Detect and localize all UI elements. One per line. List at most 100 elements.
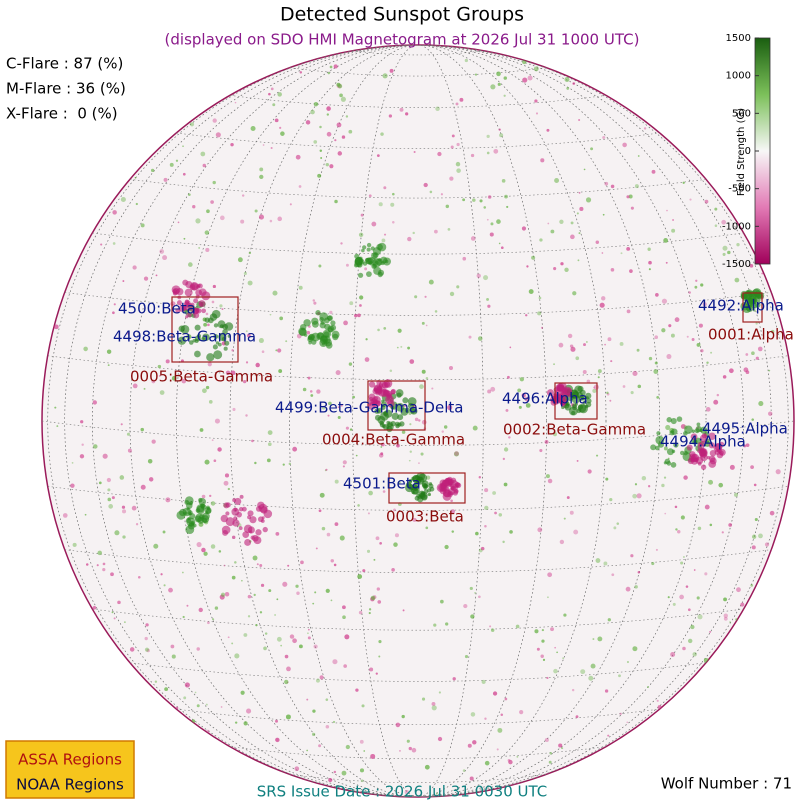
speckle bbox=[326, 532, 331, 537]
speckle bbox=[751, 545, 756, 550]
active-region-blob bbox=[330, 320, 336, 326]
speckle bbox=[691, 338, 695, 341]
speckle bbox=[275, 719, 278, 723]
active-region-blob bbox=[232, 519, 240, 527]
speckle bbox=[341, 404, 343, 407]
speckle bbox=[345, 115, 349, 118]
speckle bbox=[431, 705, 437, 711]
speckle bbox=[663, 476, 667, 479]
speckle bbox=[399, 107, 404, 112]
speckle bbox=[358, 610, 363, 615]
active-region-blob bbox=[694, 428, 700, 434]
speckle bbox=[610, 360, 613, 363]
assa-region-label: 0001:Alpha bbox=[708, 326, 794, 344]
speckle bbox=[307, 376, 311, 380]
speckle bbox=[526, 265, 529, 268]
active-region-blob bbox=[683, 431, 688, 436]
speckle bbox=[164, 687, 169, 692]
active-region-blob bbox=[247, 526, 255, 534]
active-region-blob bbox=[385, 395, 394, 405]
speckle bbox=[663, 238, 669, 243]
speckle bbox=[127, 448, 132, 453]
speckle bbox=[92, 605, 97, 610]
speckle bbox=[259, 564, 263, 568]
speckle bbox=[626, 246, 631, 251]
speckle bbox=[602, 136, 606, 140]
speckle bbox=[377, 328, 380, 332]
speckle bbox=[728, 368, 734, 374]
speckle bbox=[656, 396, 660, 399]
speckle bbox=[157, 364, 162, 369]
speckle bbox=[391, 568, 395, 572]
speckle bbox=[365, 338, 368, 341]
speckle bbox=[306, 330, 311, 335]
speckle bbox=[722, 245, 728, 251]
speckle bbox=[307, 632, 309, 635]
speckle bbox=[547, 572, 553, 578]
speckle bbox=[743, 444, 747, 448]
speckle bbox=[317, 173, 322, 178]
speckle bbox=[232, 407, 236, 411]
speckle bbox=[256, 563, 259, 566]
speckle bbox=[243, 721, 248, 726]
speckle bbox=[234, 653, 240, 659]
active-region-blob bbox=[231, 535, 236, 540]
speckle bbox=[321, 526, 326, 531]
active-region-blob bbox=[238, 506, 244, 512]
speckle bbox=[102, 453, 108, 459]
speckle bbox=[764, 542, 770, 547]
speckle bbox=[651, 169, 656, 174]
active-region-blob bbox=[172, 289, 178, 294]
speckle bbox=[389, 369, 393, 372]
title: Detected Sunspot Groups bbox=[280, 4, 524, 26]
speckle bbox=[630, 391, 634, 395]
colorbar-label: Field Strength (G) bbox=[736, 108, 747, 196]
speckle bbox=[163, 584, 166, 587]
speckle bbox=[480, 546, 485, 551]
speckle bbox=[312, 299, 316, 302]
speckle bbox=[519, 710, 524, 715]
speckle bbox=[284, 654, 289, 659]
speckle bbox=[403, 404, 407, 407]
speckle bbox=[421, 697, 426, 701]
speckle bbox=[728, 523, 733, 527]
speckle bbox=[517, 388, 522, 393]
speckle bbox=[697, 614, 703, 620]
speckle bbox=[566, 87, 570, 90]
speckle bbox=[470, 712, 476, 717]
speckle bbox=[452, 677, 456, 681]
active-region-blob bbox=[691, 429, 696, 433]
speckle bbox=[648, 260, 652, 265]
speckle bbox=[556, 651, 558, 654]
speckle bbox=[494, 511, 497, 515]
active-region-blob bbox=[247, 515, 252, 520]
speckle bbox=[553, 267, 557, 271]
speckle bbox=[308, 628, 310, 631]
speckle bbox=[734, 492, 739, 497]
active-region-blob bbox=[304, 333, 308, 337]
speckle bbox=[753, 309, 756, 312]
active-region-blob bbox=[384, 381, 391, 388]
speckle bbox=[203, 551, 208, 556]
speckle bbox=[664, 512, 667, 515]
speckle bbox=[299, 71, 303, 74]
speckle bbox=[337, 151, 343, 156]
speckle bbox=[734, 277, 740, 283]
speckle bbox=[487, 389, 492, 394]
speckle bbox=[295, 584, 299, 588]
speckle bbox=[140, 427, 144, 432]
speckle bbox=[429, 190, 433, 194]
speckle bbox=[596, 454, 599, 457]
speckle bbox=[137, 575, 141, 579]
speckle bbox=[309, 390, 313, 393]
speckle bbox=[474, 73, 478, 76]
speckle bbox=[102, 562, 106, 566]
speckle bbox=[340, 242, 343, 245]
speckle bbox=[320, 157, 323, 159]
speckle bbox=[470, 236, 476, 241]
speckle bbox=[207, 362, 212, 367]
speckle bbox=[126, 432, 130, 436]
speckle bbox=[321, 406, 326, 410]
speckle bbox=[382, 490, 386, 493]
speckle bbox=[550, 229, 555, 234]
